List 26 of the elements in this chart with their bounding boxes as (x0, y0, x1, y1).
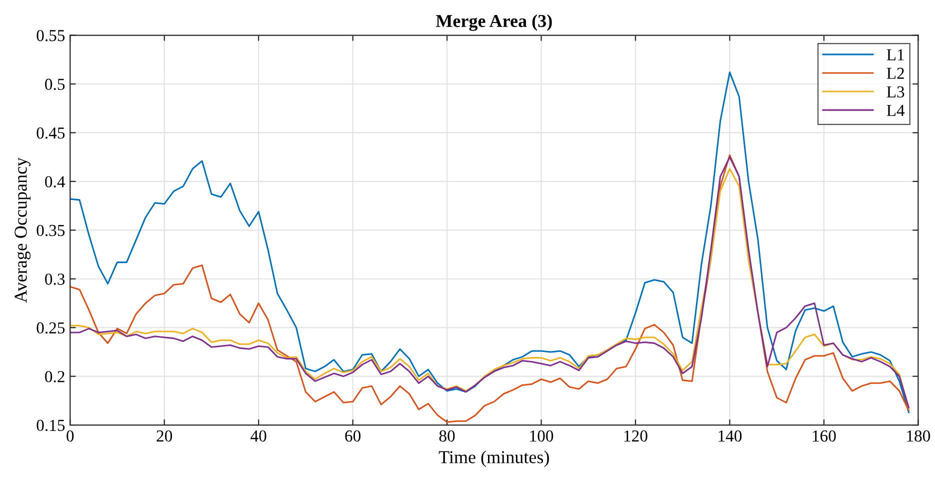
x-tick-label: 160 (812, 430, 836, 442)
y-tick-label: 0.5 (45, 78, 65, 90)
y-tick-label: 0.2 (45, 371, 64, 382)
x-tick-label: 40 (250, 430, 266, 442)
x-tick-label: 80 (439, 430, 455, 442)
x-axis-title: Time (minutes) (438, 450, 549, 467)
y-tick-label: 0.45 (36, 127, 65, 139)
x-tick-label: 60 (345, 430, 361, 442)
y-tick-label: 0.55 (36, 30, 65, 42)
legend-label: L1 (886, 49, 904, 60)
x-tick-label: 140 (718, 430, 742, 442)
legend-label: L4 (886, 104, 905, 116)
y-axis-title: Average Occupancy (14, 157, 31, 303)
y-tick-label: 0.15 (36, 420, 65, 432)
x-tick-label: 180 (907, 430, 930, 442)
x-tick-label: 20 (156, 430, 172, 442)
legend-label: L3 (886, 86, 904, 98)
x-tick-label: 100 (530, 430, 554, 442)
y-tick-label: 0.3 (45, 274, 65, 285)
chart-title: Merge Area (3) (436, 14, 552, 31)
y-tick-label: 0.25 (36, 322, 65, 334)
y-tick-label: 0.4 (45, 176, 66, 188)
x-tick-label: 0 (66, 430, 74, 442)
legend-label: L2 (886, 68, 904, 79)
x-tick-label: 120 (624, 430, 648, 442)
y-tick-label: 0.35 (36, 224, 65, 236)
